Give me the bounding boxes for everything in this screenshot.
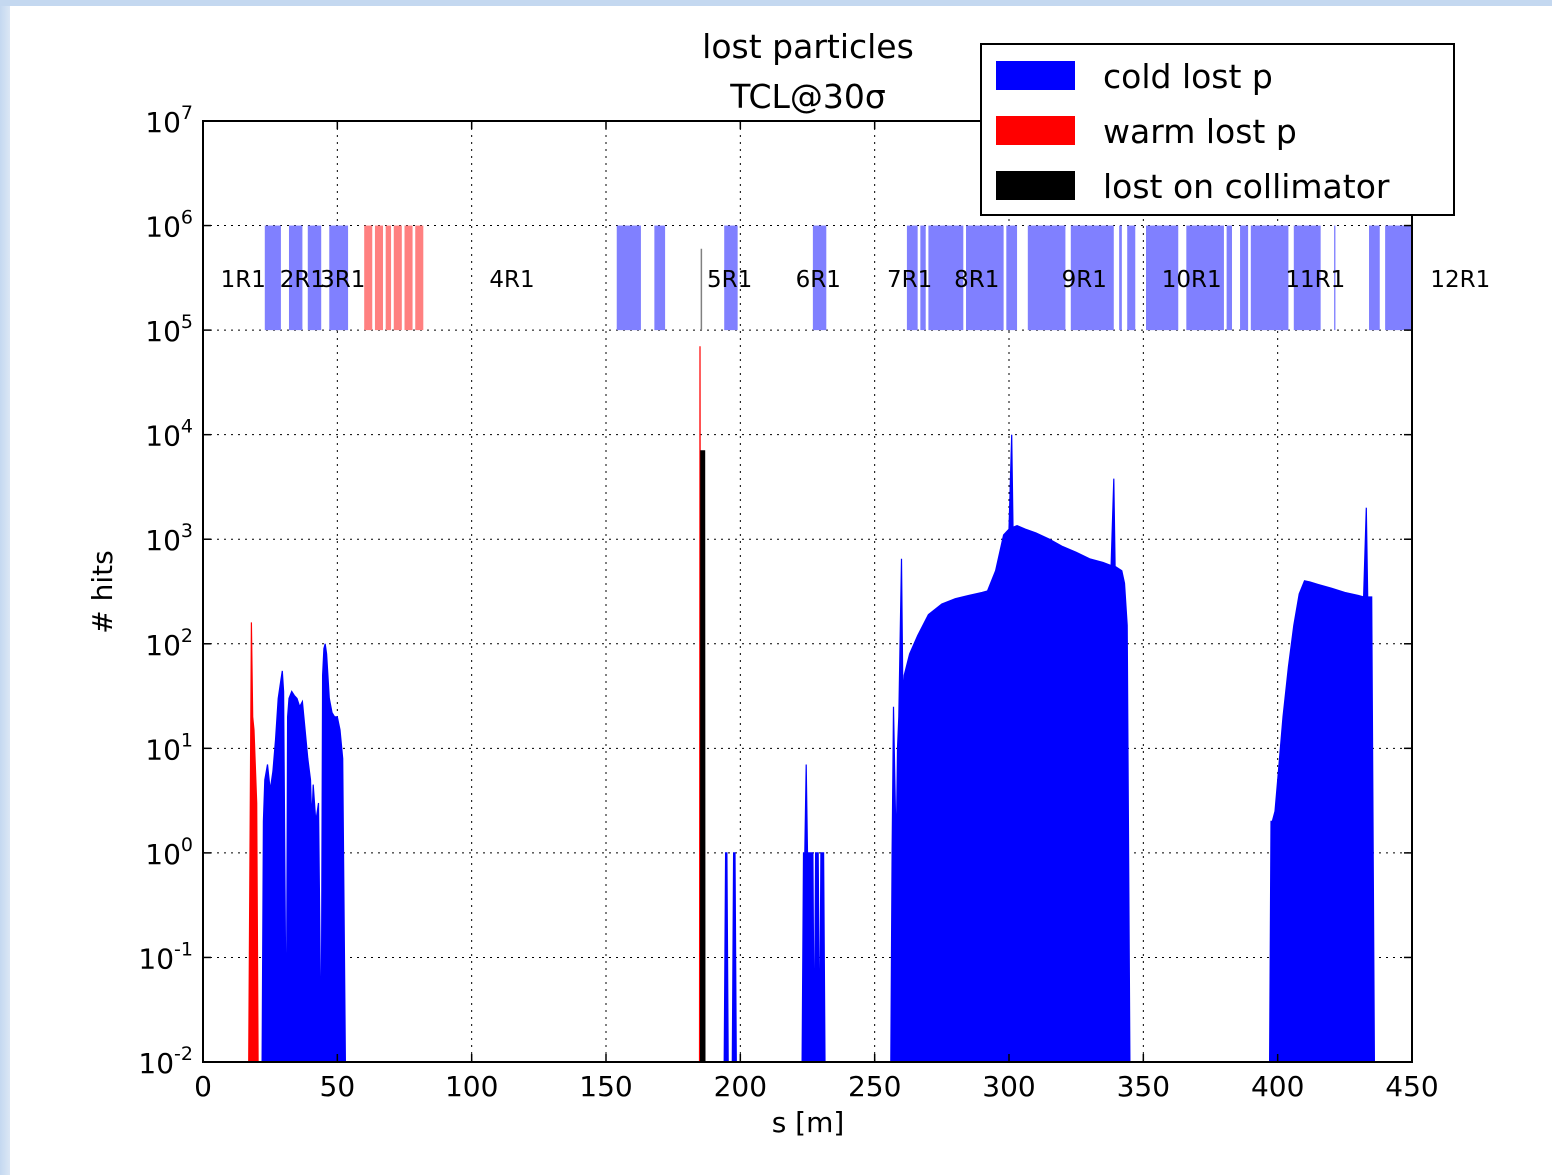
- section-label: 4R1: [489, 267, 534, 293]
- cold-element-marker: [616, 225, 641, 331]
- chart-subtitle: TCL@30σ: [729, 77, 886, 116]
- y-tick-label: 107: [145, 102, 193, 139]
- section-label: 10R1: [1162, 267, 1222, 293]
- cold-element-marker: [1369, 225, 1380, 331]
- cold-element-marker: [1186, 225, 1224, 331]
- y-tick-label: 100: [145, 834, 193, 871]
- cold-element-marker: [812, 225, 827, 331]
- y-tick-label: 105: [145, 311, 193, 348]
- y-tick-label: 10-1: [138, 938, 193, 975]
- legend-label: cold lost p: [1103, 57, 1273, 96]
- cold-element-marker: [264, 225, 281, 331]
- warm-element-marker: [415, 225, 424, 331]
- section-label: 9R1: [1062, 267, 1107, 293]
- y-tick-label: 101: [145, 729, 193, 766]
- y-axis-label: # hits: [86, 550, 119, 633]
- cold-element-marker: [966, 225, 1004, 331]
- chart-title: lost particles: [702, 27, 914, 66]
- element-markers: [264, 225, 1412, 331]
- cold-element-marker: [1334, 225, 1336, 331]
- section-label: 2R1: [280, 267, 325, 293]
- cold-element-marker: [329, 225, 349, 331]
- x-tick-label: 300: [982, 1070, 1035, 1103]
- hit-histogram: [248, 346, 1375, 1063]
- cold-element-marker: [654, 225, 666, 331]
- cold-element-marker: [1127, 225, 1136, 331]
- y-tick-label: 106: [145, 207, 193, 244]
- warm-lost-bars: [248, 346, 702, 1063]
- y-axis-ticks: 10-2 10-1 100 101 102 103 104 105 106 107: [138, 102, 1412, 1080]
- cold-element-marker: [906, 225, 918, 331]
- section-label: 3R1: [320, 267, 365, 293]
- x-tick-label: 250: [848, 1070, 901, 1103]
- section-label: 7R1: [887, 267, 932, 293]
- x-axis-label: s [m]: [772, 1106, 845, 1139]
- section-label: 1R1: [221, 267, 266, 293]
- x-tick-label: 350: [1117, 1070, 1170, 1103]
- warm-element-marker: [374, 225, 384, 331]
- cold-element-marker: [1250, 225, 1289, 331]
- legend-label: warm lost p: [1103, 112, 1297, 151]
- y-tick-label: 104: [145, 416, 193, 453]
- legend-label: lost on collimator: [1103, 167, 1390, 206]
- cold-element-marker: [1006, 225, 1018, 331]
- cold-element-marker: [1027, 225, 1066, 331]
- cold-element-marker: [288, 225, 303, 331]
- cold-element-marker: [1070, 225, 1114, 331]
- section-label: 6R1: [796, 267, 841, 293]
- x-axis-ticks: 0 50 100 150 200 250 300 350 400 450: [194, 121, 1439, 1103]
- legend-swatch: [996, 61, 1075, 90]
- cold-element-marker: [1146, 225, 1179, 331]
- cold-element-marker: [1119, 225, 1122, 331]
- cold-element-marker: [1240, 225, 1249, 331]
- cold-element-marker: [1293, 225, 1321, 331]
- cold-element-marker: [724, 225, 738, 331]
- section-label: 8R1: [954, 267, 999, 293]
- warm-element-marker: [364, 225, 373, 331]
- legend: cold lost p warm lost p lost on collimator: [980, 43, 1455, 216]
- plot-frame: [202, 120, 1413, 1063]
- y-tick-label: 103: [145, 520, 193, 557]
- window-top-bar: [0, 0, 1552, 6]
- warm-element-marker: [393, 225, 402, 331]
- x-tick-label: 100: [445, 1070, 498, 1103]
- collimator-lost-bars: [700, 450, 706, 1063]
- cold-element-marker: [920, 225, 926, 331]
- cold-element-marker: [928, 225, 964, 331]
- cold-element-marker: [1385, 225, 1412, 331]
- x-tick-label: 200: [714, 1070, 767, 1103]
- warm-element-marker: [404, 225, 413, 331]
- x-tick-label: 400: [1251, 1070, 1304, 1103]
- warm-element-marker: [385, 225, 392, 331]
- cold-element-marker: [1226, 225, 1232, 331]
- section-label: 12R1: [1430, 267, 1490, 293]
- x-tick-label: 50: [320, 1070, 356, 1103]
- legend-swatch: [996, 116, 1075, 145]
- x-tick-label: 150: [579, 1070, 632, 1103]
- x-tick-label: 0: [194, 1070, 212, 1103]
- section-label: 5R1: [707, 267, 752, 293]
- legend-swatch: [996, 171, 1075, 200]
- y-tick-label: 102: [145, 625, 193, 662]
- y-tick-label: 10-2: [138, 1043, 193, 1080]
- section-label: 11R1: [1285, 267, 1345, 293]
- cold-element-marker: [307, 225, 322, 331]
- x-tick-label: 450: [1385, 1070, 1438, 1103]
